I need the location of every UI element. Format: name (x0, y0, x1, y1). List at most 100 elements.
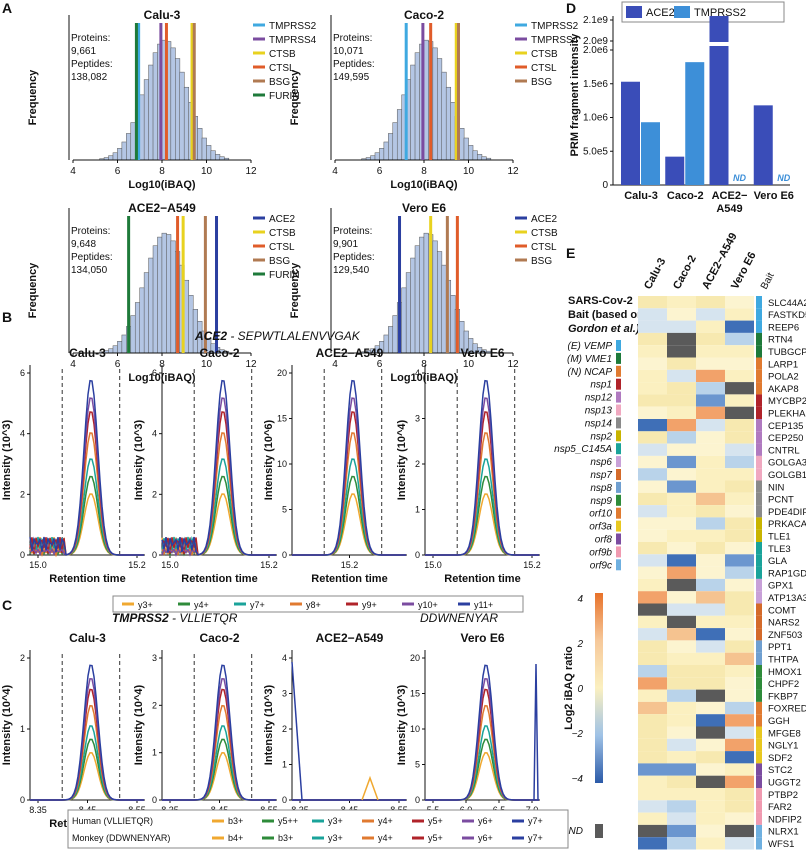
hist-ylabel: Frequency (289, 69, 301, 126)
legend-label: ACE2 (269, 214, 296, 225)
heatmap-cell (696, 738, 725, 752)
bait-cell (756, 824, 762, 838)
legend-row-label: Monkey (DDWNENYAR) (72, 833, 170, 843)
heatmap-cell (696, 542, 725, 555)
chromatogram-trace (425, 379, 539, 556)
bait-header-text: Gordon et al.) (568, 323, 640, 335)
hist-bar (445, 86, 452, 161)
bait-cell (756, 640, 762, 653)
chrom-ytick-label: 0 (152, 550, 157, 560)
bait-cell (756, 332, 762, 346)
heatmap-cell (638, 369, 667, 383)
heatmap-cell (667, 689, 696, 702)
hist-bar (383, 334, 389, 354)
heatmap-cell (667, 751, 696, 764)
hist-bar (148, 64, 154, 161)
color-scale-tick: −4 (572, 774, 584, 785)
gene-label: MYCBP2 (768, 396, 806, 407)
heatmap-cell (725, 701, 754, 715)
heatmap-cell (725, 296, 754, 309)
heatmap-cell (638, 726, 667, 739)
bait-label: nsp2 (590, 431, 612, 442)
heatmap-cell (725, 824, 754, 838)
gene-label: FASTKD5 (768, 310, 806, 321)
heatmap-cell (696, 345, 725, 358)
heatmap-cell (638, 529, 667, 542)
gene-label: CEP135 (768, 421, 803, 432)
gene-label: UGGT2 (768, 778, 801, 789)
panel-d-ytick-label: 1.5e6 (583, 79, 608, 90)
chrom-title: ACE2−A549 (316, 631, 384, 645)
hist-info-text: Peptides: (333, 59, 375, 70)
heatmap-cell (638, 554, 667, 567)
gene-label: FKBP7 (768, 691, 798, 702)
chrom-ytick-label: 4 (415, 368, 420, 378)
bait-color-key (616, 507, 621, 519)
heatmap-cell (638, 542, 667, 555)
legend-label: CTSL (269, 63, 295, 74)
chromatogram-trace (292, 493, 406, 556)
chrom-ylabel: Intensity (10^6) (263, 419, 275, 500)
bait-cell (756, 591, 762, 604)
bait-color-key (616, 481, 621, 493)
chrom-xlabel: Retention time (444, 573, 520, 585)
chromatogram-trace (425, 493, 539, 556)
chrom-title: Calu-3 (69, 346, 106, 360)
heatmap-cell (696, 689, 725, 702)
chrom-ytick-label: 4 (282, 653, 287, 663)
heatmap-cell (696, 726, 725, 739)
hist-info-text: 9,901 (333, 239, 358, 250)
legend-label: y4+ (378, 833, 393, 843)
heatmap-cell (667, 296, 696, 309)
legend-label: CTSB (269, 228, 296, 239)
bait-color-key (616, 391, 621, 403)
heatmap-cell (696, 714, 725, 727)
color-scale-tick: 4 (577, 594, 583, 605)
hist-bar (396, 109, 403, 161)
chrom-xtick-label: 15.2 (341, 560, 359, 570)
heatmap-cell (667, 652, 696, 665)
chromatogram-trace (162, 688, 276, 801)
bait-cell (756, 677, 762, 690)
panel-d-category-label: Vero E6 (754, 190, 794, 202)
heatmap-cell (696, 788, 725, 801)
gene-label: PRKACA (768, 519, 806, 530)
bait-label: (N) NCAP (568, 367, 613, 378)
bait-label: nsp14 (585, 418, 613, 429)
heatmap-cell (638, 308, 667, 321)
heatmap-cell (667, 566, 696, 579)
heatmap-cell (696, 554, 725, 567)
heatmap-cell (667, 775, 696, 788)
chromatogram-trace (30, 664, 144, 801)
heatmap-cell (667, 665, 696, 678)
heatmap-cell (725, 788, 754, 801)
hist-ylabel: Frequency (27, 262, 39, 319)
heatmap-cell (696, 468, 725, 481)
legend-swatch (674, 6, 690, 18)
hist-info-text: 10,071 (333, 46, 364, 57)
chrom-ytick-label: 0 (20, 795, 25, 805)
heatmap-cell (725, 738, 754, 752)
heatmap-cell (638, 677, 667, 690)
panel-d-ytick-label: 1.0e6 (583, 113, 608, 124)
hist-title: Calu-3 (144, 8, 181, 22)
panel-d-ytick-label: 2.1e9 (583, 15, 608, 26)
legend-label: CTSB (531, 49, 558, 60)
heatmap-cell (667, 554, 696, 567)
chromatogram-trace (425, 475, 539, 556)
chromatogram-trace (162, 704, 276, 801)
heatmap-cell (638, 566, 667, 579)
gene-label: POLA2 (768, 372, 799, 383)
gene-label: NLRX1 (768, 827, 799, 838)
legend-label: y6+ (478, 833, 493, 843)
heatmap-cell (725, 603, 754, 616)
gene-label: LARP1 (768, 359, 798, 370)
heatmap-cell (638, 800, 667, 813)
chromatogram-trace (162, 664, 276, 801)
chrom-ytick-label: 20 (277, 368, 287, 378)
bait-label: orf8 (595, 535, 613, 546)
heatmap-cell (725, 578, 754, 592)
gene-label: TUBGCP3 (768, 347, 806, 358)
hist-bar (423, 232, 429, 354)
hist-bar (183, 279, 190, 354)
